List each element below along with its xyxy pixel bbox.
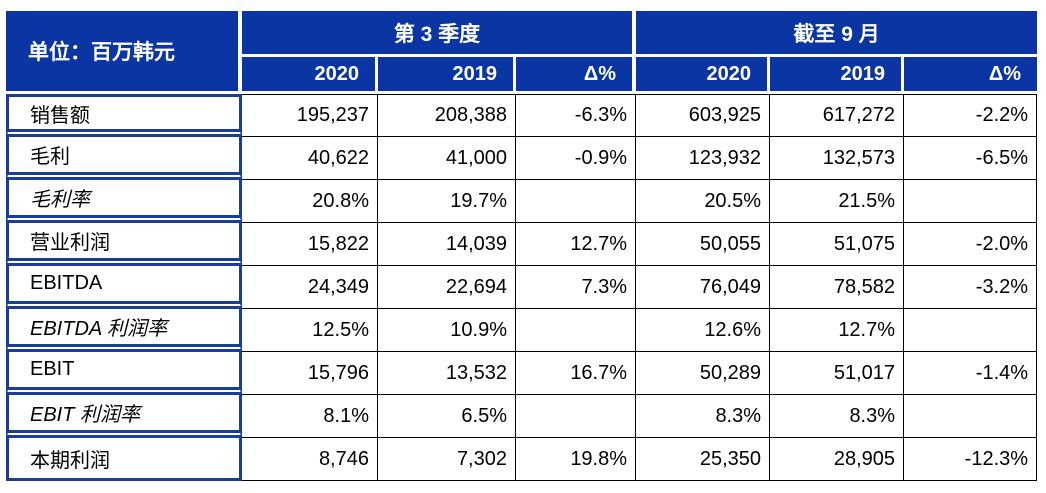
table-row: 本期利润 8,746 7,302 19.8% 25,350 28,905 -12… — [6, 438, 1038, 481]
table-row: 毛利 40,622 41,000 -0.9% 123,932 132,573 -… — [6, 137, 1038, 180]
value-cell — [516, 180, 637, 223]
value-cell: -2.0% — [904, 223, 1038, 266]
value-cell: 8.3% — [770, 395, 905, 438]
value-cell: 16.7% — [516, 352, 637, 395]
table-body: 销售额 195,237 208,388 -6.3% 603,925 617,27… — [6, 94, 1038, 481]
financial-results-table: 单位：百万韩元 第 3 季度 截至 9 月 2020 2019 Δ% 2020 … — [6, 11, 1038, 481]
value-cell: 12.7% — [770, 309, 905, 352]
value-cell: 7,302 — [378, 438, 516, 481]
value-cell: 15,796 — [242, 352, 378, 395]
value-cell — [904, 395, 1038, 438]
row-label: EBIT 利润率 — [6, 395, 242, 438]
value-cell: -6.5% — [904, 137, 1038, 180]
row-label: 毛利率 — [6, 180, 242, 223]
value-cell: 195,237 — [242, 94, 378, 137]
value-cell: 208,388 — [378, 94, 516, 137]
value-cell: 76,049 — [636, 266, 771, 309]
value-cell: 20.5% — [636, 180, 771, 223]
value-cell: 10.9% — [378, 309, 516, 352]
row-label: EBITDA 利润率 — [6, 309, 242, 352]
value-cell: 15,822 — [242, 223, 378, 266]
col-header-ytd-delta: Δ% — [904, 57, 1038, 94]
unit-header: 单位：百万韩元 — [6, 11, 242, 94]
value-cell: 8.1% — [242, 395, 378, 438]
row-label: 毛利 — [6, 137, 242, 180]
value-cell: -6.3% — [516, 94, 637, 137]
value-cell: 617,272 — [770, 94, 905, 137]
value-cell: -3.2% — [904, 266, 1038, 309]
value-cell: 40,622 — [242, 137, 378, 180]
value-cell: 51,017 — [770, 352, 905, 395]
value-cell: 19.7% — [378, 180, 516, 223]
group-header-ytd-september: 截至 9 月 — [636, 11, 1038, 57]
col-header-ytd-2020: 2020 — [636, 57, 771, 94]
value-cell: 14,039 — [378, 223, 516, 266]
value-cell: 19.8% — [516, 438, 637, 481]
row-label: EBIT — [6, 352, 242, 395]
col-header-q3-delta: Δ% — [516, 57, 637, 94]
table-row: EBITDA 利润率 12.5% 10.9% 12.6% 12.7% — [6, 309, 1038, 352]
table-row: EBITDA 24,349 22,694 7.3% 76,049 78,582 … — [6, 266, 1038, 309]
table-row: 营业利润 15,822 14,039 12.7% 50,055 51,075 -… — [6, 223, 1038, 266]
group-header-q3: 第 3 季度 — [242, 11, 637, 57]
value-cell: 22,694 — [378, 266, 516, 309]
row-label: EBITDA — [6, 266, 242, 309]
value-cell — [516, 309, 637, 352]
value-cell: 132,573 — [770, 137, 905, 180]
col-header-q3-2019: 2019 — [378, 57, 516, 94]
value-cell — [904, 180, 1038, 223]
financial-table-container: 单位：百万韩元 第 3 季度 截至 9 月 2020 2019 Δ% 2020 … — [6, 11, 1038, 481]
value-cell: 25,350 — [636, 438, 771, 481]
value-cell: 28,905 — [770, 438, 905, 481]
value-cell: 24,349 — [242, 266, 378, 309]
row-label: 销售额 — [6, 94, 242, 137]
value-cell: 603,925 — [636, 94, 771, 137]
value-cell: 50,055 — [636, 223, 771, 266]
value-cell: 123,932 — [636, 137, 771, 180]
value-cell: 12.5% — [242, 309, 378, 352]
value-cell: 7.3% — [516, 266, 637, 309]
value-cell: 51,075 — [770, 223, 905, 266]
table-row: EBIT 利润率 8.1% 6.5% 8.3% 8.3% — [6, 395, 1038, 438]
value-cell: 41,000 — [378, 137, 516, 180]
value-cell: 21.5% — [770, 180, 905, 223]
row-label: 营业利润 — [6, 223, 242, 266]
table-header: 单位：百万韩元 第 3 季度 截至 9 月 2020 2019 Δ% 2020 … — [6, 11, 1038, 94]
value-cell: 6.5% — [378, 395, 516, 438]
value-cell: 20.8% — [242, 180, 378, 223]
value-cell: 8,746 — [242, 438, 378, 481]
value-cell: -0.9% — [516, 137, 637, 180]
value-cell: 13,532 — [378, 352, 516, 395]
value-cell — [904, 309, 1038, 352]
value-cell: 50,289 — [636, 352, 771, 395]
value-cell: 12.6% — [636, 309, 771, 352]
value-cell: -12.3% — [904, 438, 1038, 481]
table-row: EBIT 15,796 13,532 16.7% 50,289 51,017 -… — [6, 352, 1038, 395]
table-row: 销售额 195,237 208,388 -6.3% 603,925 617,27… — [6, 94, 1038, 137]
year-header-row: 2020 2019 Δ% 2020 2019 Δ% — [6, 57, 1038, 94]
col-header-q3-2020: 2020 — [242, 57, 378, 94]
group-header-row: 单位：百万韩元 第 3 季度 截至 9 月 — [6, 11, 1038, 94]
value-cell: 78,582 — [770, 266, 905, 309]
value-cell: -1.4% — [904, 352, 1038, 395]
value-cell: -2.2% — [904, 94, 1038, 137]
table-row: 毛利率 20.8% 19.7% 20.5% 21.5% — [6, 180, 1038, 223]
value-cell — [516, 395, 637, 438]
col-header-ytd-2019: 2019 — [770, 57, 905, 94]
row-label: 本期利润 — [6, 438, 242, 481]
value-cell: 12.7% — [516, 223, 637, 266]
value-cell: 8.3% — [636, 395, 771, 438]
